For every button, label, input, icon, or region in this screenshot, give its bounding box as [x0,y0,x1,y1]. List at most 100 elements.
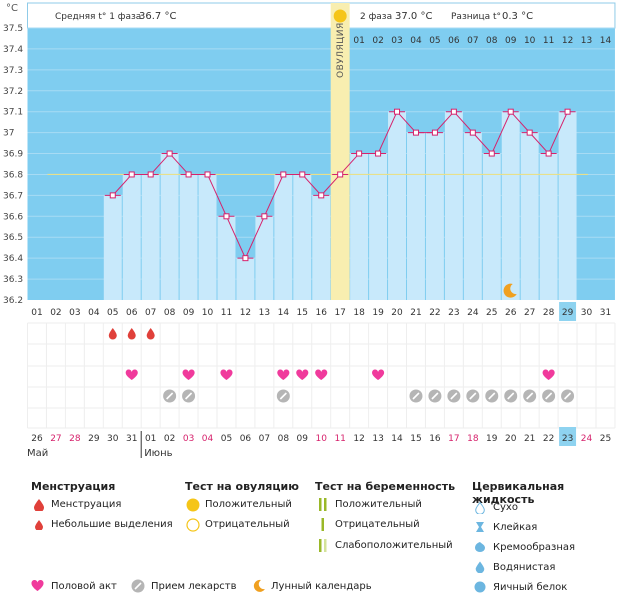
temperature-point [356,150,363,157]
temperature-bar [179,174,198,300]
date-label: 07 [259,434,270,444]
y-tick-label: 36.2 [3,296,23,306]
ovulation-label: ОВУЛЯЦИЯ [336,22,346,78]
legend-cervical-title: Цервикальная жидкость [472,480,565,506]
month-label: Май [27,448,48,459]
cycle-day-label: 28 [543,308,555,318]
date-label: 27 [50,434,61,444]
temperature-point [128,171,135,178]
cycle-day-label: 16 [315,308,327,318]
date-label: 03 [183,434,194,444]
top-day-label: 05 [429,36,440,46]
temperature-line [169,153,189,175]
temperature-bar [369,153,388,300]
date-label: 02 [164,434,175,444]
menstruation-drop-icon [146,328,155,340]
cervical-creamy-icon [475,542,485,552]
y-unit-label: °C [6,3,18,14]
bbt-chart: °C Средняя t° 1 фаза 36.7 °C 2 фаза 37.0… [3,2,616,459]
temperature-line [529,132,549,154]
temperature-bar [141,174,160,300]
temperature-line [339,153,360,175]
pill-icon-stroke [469,392,477,400]
date-label: 15 [410,434,421,444]
spotting-drop-icon [35,520,43,530]
temperature-bar [236,258,255,300]
temperature-line [453,111,474,133]
temperature-bar [388,111,406,300]
heart-icon [31,580,44,591]
temperature-bar [407,132,425,300]
temperature-line [396,111,417,133]
top-day-label: 06 [448,36,460,46]
cycle-day-label: 08 [164,308,176,318]
top-day-label: 12 [562,36,573,46]
temperature-bar [350,153,369,300]
temperature-point [166,150,173,157]
heart-icon [125,369,138,380]
date-label: 13 [372,434,383,444]
legend-cervical-sticky: Клейкая [493,522,538,533]
y-tick-label: 37 [3,129,14,139]
temperature-bar [217,216,236,300]
heart-icon [315,369,328,380]
temperature-line [548,111,569,154]
temperature-bar [520,132,539,300]
cycle-day-label: 12 [240,308,251,318]
cycle-day-label: 07 [145,308,156,318]
temperature-bar [425,132,444,300]
cycle-day-label: 26 [505,308,517,318]
pill-icon-stroke [166,392,174,400]
temperature-point [469,129,476,136]
date-label: 28 [69,434,81,444]
pill-icon-stroke [488,392,496,400]
top-day-label: 02 [372,36,383,46]
today-date-highlight [559,427,577,446]
date-label: 01 [145,434,156,444]
temperature-bar [160,153,179,300]
temperature-line [263,174,284,217]
legend-menstruation: Менструация [51,499,122,510]
legend-menstruation-title: Менструация [31,480,116,493]
legend-cervical-dry: Сухо [493,502,518,513]
heart-icon [372,369,385,380]
y-tick-label: 37.2 [3,87,23,97]
top-day-label: 09 [505,36,517,46]
top-day-label: 14 [600,36,612,46]
temperature-point [394,108,401,115]
top-day-label: 08 [486,36,498,46]
legend-spotting: Небольшие выделения [51,519,173,530]
pregnancy-faint-icon [319,539,327,552]
phase2-value: 37.0 °C [395,11,432,22]
pill-icon [131,579,145,593]
date-label: 09 [297,434,309,444]
phase1-value: 36.7 °C [139,11,176,22]
top-day-label: 11 [543,36,554,46]
temperature-bar [463,132,482,300]
temperature-point [242,255,249,262]
date-label: 20 [505,434,517,444]
temperature-point [526,129,533,136]
date-label: 23 [562,434,573,444]
date-label: 10 [315,434,327,444]
temperature-point [185,171,192,178]
legend-pregnancy-test-title: Тест на беременность [315,480,456,493]
top-day-label: 07 [467,36,478,46]
top-day-label: 10 [524,36,536,46]
temperature-line [150,153,170,175]
heart-icon [296,369,309,380]
temperature-line [320,174,341,196]
cycle-day-label: 17 [334,308,345,318]
cycle-day-label: 29 [562,308,574,318]
legend-pregnancy-positive: Положительный [335,499,422,510]
y-tick-label: 37.3 [3,66,23,76]
cycle-day-label: 03 [69,308,80,318]
menstruation-drop-icon [34,499,44,511]
date-label: 14 [391,434,403,444]
temperature-point [450,108,457,115]
heart-icon [277,369,290,380]
cycle-day-label: 24 [467,308,479,318]
y-tick-label: 36.6 [3,212,23,222]
heart-icon [182,369,195,380]
temperature-point [318,192,325,199]
